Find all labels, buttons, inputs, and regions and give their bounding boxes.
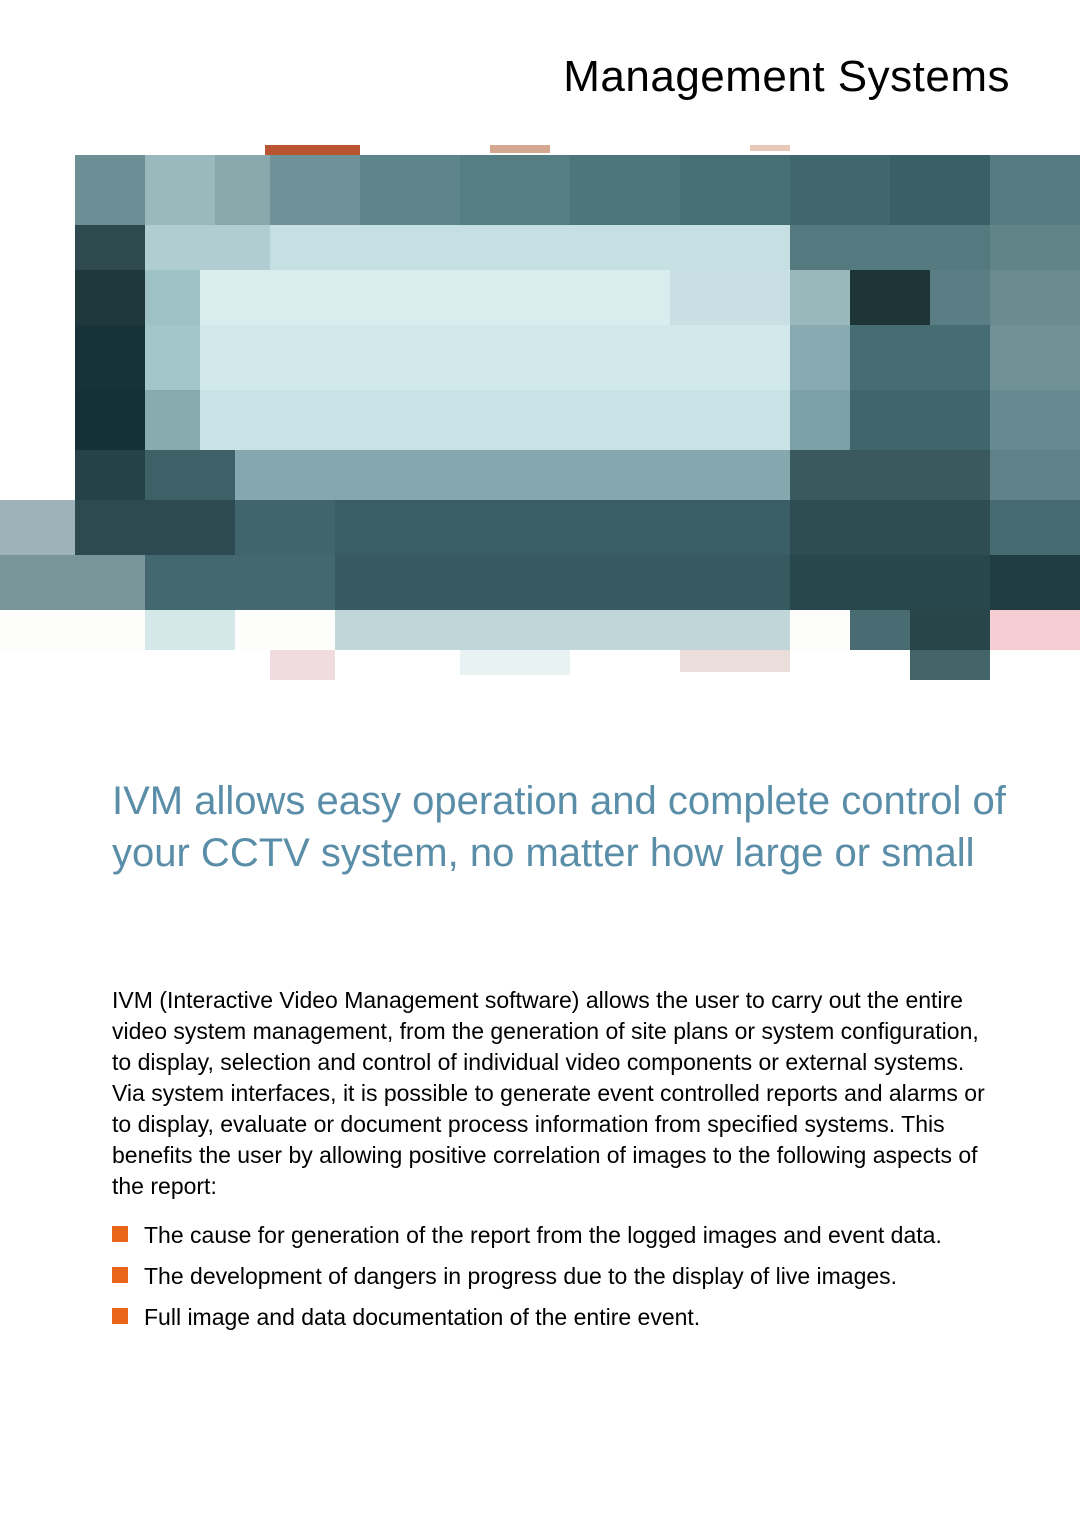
list-item: Full image and data documentation of the… <box>112 1302 1000 1333</box>
list-item: The development of dangers in progress d… <box>112 1261 1000 1292</box>
list-item: The cause for generation of the report f… <box>112 1220 1000 1251</box>
hero-image <box>0 145 1080 700</box>
subheading: IVM allows easy operation and complete c… <box>112 775 1010 879</box>
pixelated-monitor-image <box>0 145 1080 700</box>
page-header-title: Management Systems <box>563 52 1010 102</box>
bullet-list: The cause for generation of the report f… <box>112 1220 1000 1343</box>
body-paragraph: IVM (Interactive Video Management softwa… <box>112 985 1000 1202</box>
